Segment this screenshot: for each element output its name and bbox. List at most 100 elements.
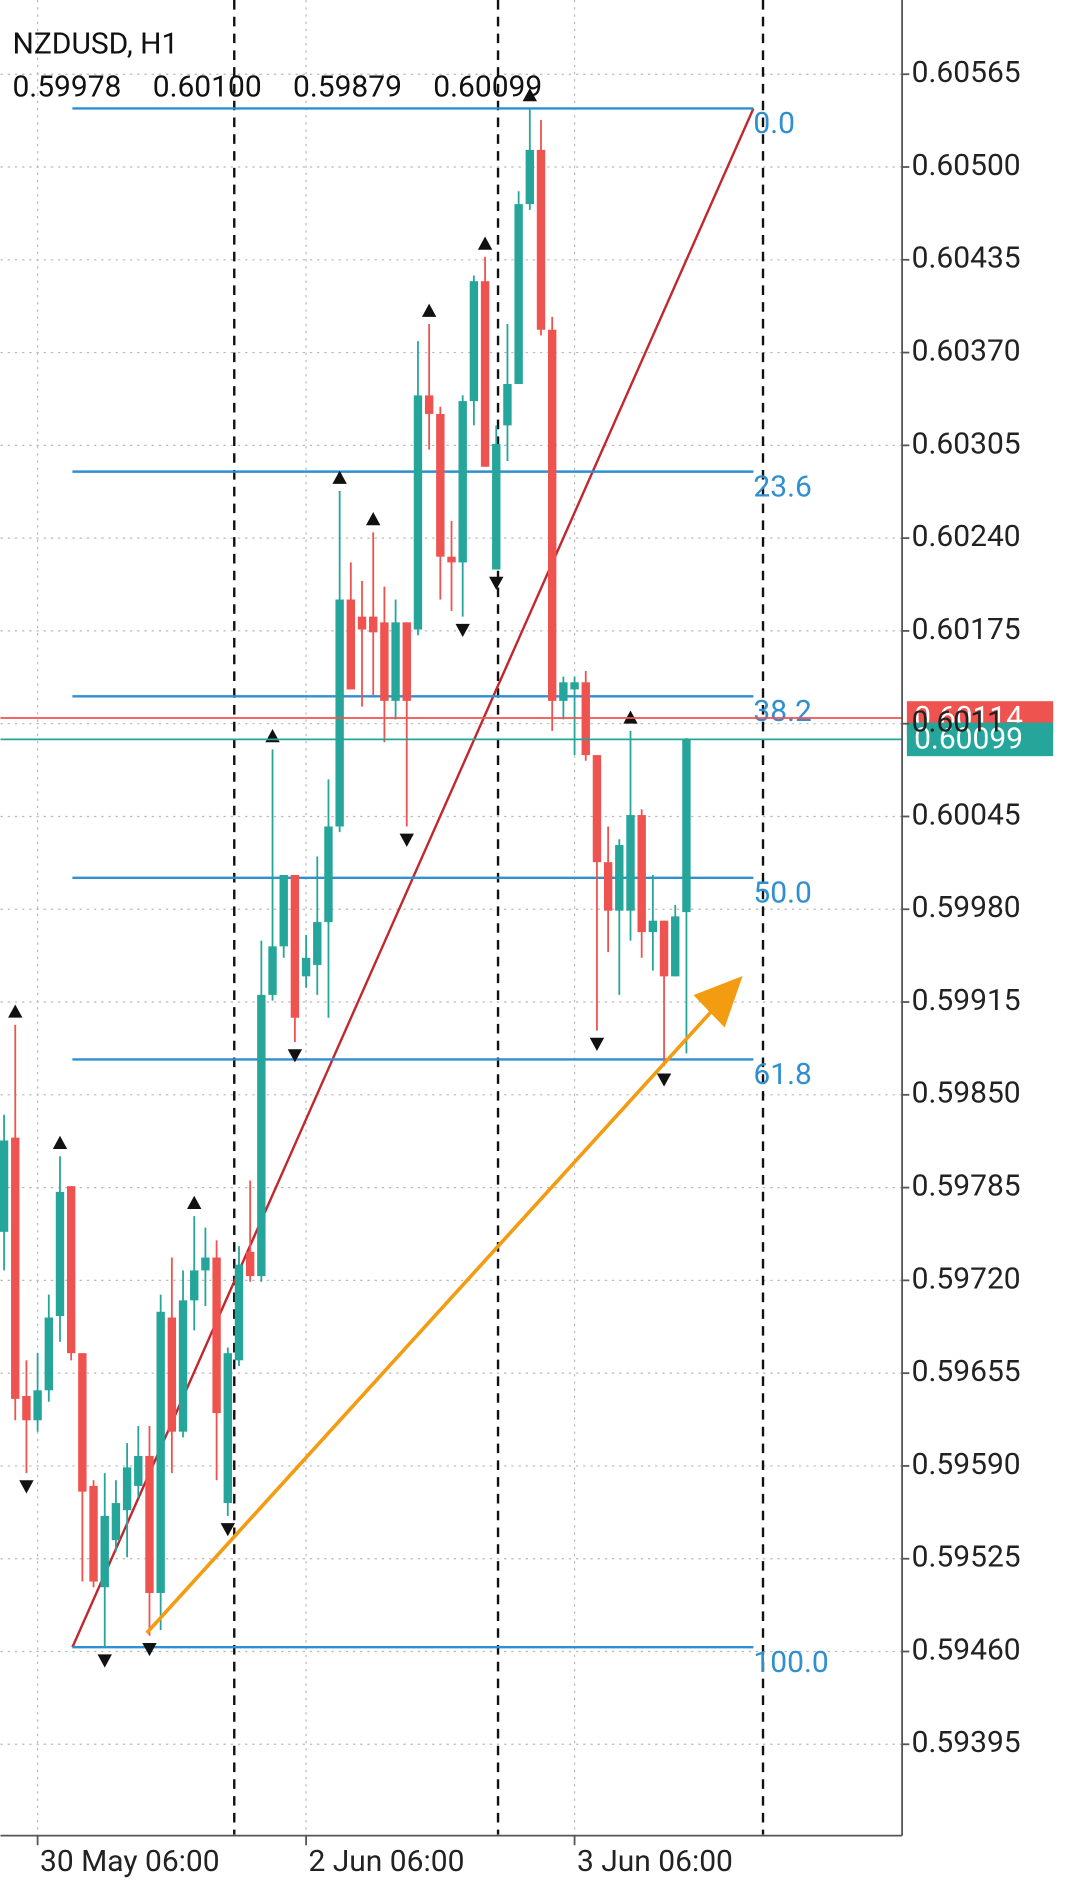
candle-body xyxy=(626,815,635,911)
candle-body xyxy=(603,862,613,911)
candle-body xyxy=(257,994,266,1277)
candle-body xyxy=(369,616,378,633)
trend-arrow xyxy=(145,1003,719,1635)
candle-body xyxy=(212,1257,221,1414)
y-tick-label: 0.59655 xyxy=(912,1354,1021,1389)
candle-body xyxy=(492,443,501,570)
candle-body xyxy=(413,395,423,630)
candle-body xyxy=(637,815,646,933)
fractal-down xyxy=(19,1480,34,1494)
candle-body xyxy=(313,922,322,965)
candle-body xyxy=(0,1140,9,1232)
candle-body xyxy=(89,1485,98,1582)
fractal-up xyxy=(8,1004,23,1018)
candle-body xyxy=(357,616,367,630)
candle-body xyxy=(391,622,400,701)
y-tick-label: 0.59850 xyxy=(912,1076,1021,1111)
candle-body xyxy=(346,599,356,690)
candle-body xyxy=(424,395,434,414)
candle-body xyxy=(134,1455,143,1486)
ohlc-value: 0.59978 xyxy=(12,70,121,105)
candle-body xyxy=(190,1270,199,1301)
y-tick-label: 0.59590 xyxy=(912,1447,1021,1482)
fractal-down xyxy=(220,1523,235,1537)
y-tick-label: 0.60370 xyxy=(912,333,1021,368)
candle-body xyxy=(469,281,479,402)
fib-level-label: 61.8 xyxy=(753,1057,811,1092)
candle-body xyxy=(559,682,568,701)
fib-level-label: 23.6 xyxy=(753,469,811,504)
candle-body xyxy=(66,1186,76,1354)
ohlc-value: 0.60099 xyxy=(433,70,542,105)
y-tick-label: 0.6011 xyxy=(912,705,1004,740)
candle-body xyxy=(380,622,389,701)
candle-body xyxy=(167,1317,177,1432)
fractal-up xyxy=(187,1195,202,1209)
candle-body xyxy=(447,556,456,563)
fractal-up xyxy=(477,236,493,250)
fib-level-label: 50.0 xyxy=(753,876,811,911)
candle-body xyxy=(514,204,523,384)
candle-body xyxy=(223,1353,232,1504)
candle-body xyxy=(671,916,680,977)
candle-body xyxy=(201,1257,210,1271)
fractal-up xyxy=(421,303,437,317)
symbol-title: NZDUSD, H1 xyxy=(12,26,178,61)
fractal-down xyxy=(489,576,504,590)
candle-body xyxy=(111,1503,121,1541)
candle-body xyxy=(44,1317,53,1391)
y-tick-label: 0.59980 xyxy=(912,890,1021,925)
fractal-down xyxy=(656,1073,672,1087)
y-tick-label: 0.59525 xyxy=(912,1540,1021,1575)
y-tick-label: 0.60565 xyxy=(912,55,1021,90)
fib-level-label: 0.0 xyxy=(753,106,795,141)
candle-body xyxy=(234,1264,244,1361)
fib-level-label: 100.0 xyxy=(753,1645,828,1680)
candle-body xyxy=(100,1515,109,1588)
candle-body xyxy=(178,1300,188,1432)
y-tick-label: 0.60175 xyxy=(912,612,1021,647)
candle-body xyxy=(615,845,624,911)
y-tick-label: 0.59785 xyxy=(912,1169,1021,1204)
candle-body xyxy=(156,1311,165,1593)
y-tick-label: 0.60500 xyxy=(912,148,1021,183)
candle-body xyxy=(436,413,445,557)
y-tick-label: 0.60240 xyxy=(912,519,1021,554)
ohlc-value: 0.60100 xyxy=(153,70,262,105)
ohlc-header: 0.59978 0.60100 0.59879 0.60099 xyxy=(12,70,542,105)
fractal-up xyxy=(522,88,538,102)
candle-body xyxy=(245,1251,255,1277)
candle-body xyxy=(480,281,490,467)
candle-body xyxy=(290,874,300,1018)
candle-body xyxy=(55,1191,65,1317)
fractal-up xyxy=(52,1135,68,1150)
candles xyxy=(0,88,691,1668)
candle-body xyxy=(682,739,691,913)
fractal-down xyxy=(97,1654,112,1668)
y-tick-label: 0.59460 xyxy=(912,1632,1021,1667)
fractal-down xyxy=(399,833,414,847)
candle-body xyxy=(324,826,333,923)
candle-body xyxy=(11,1137,20,1399)
x-tick-label: 2 Jun 06:00 xyxy=(308,1844,464,1879)
candle-body xyxy=(78,1353,87,1492)
candle-body xyxy=(145,1455,154,1593)
candle-body xyxy=(122,1467,132,1511)
candle-body xyxy=(648,920,658,933)
trend-arrow-head xyxy=(693,975,743,1028)
ohlc-value: 0.59879 xyxy=(293,70,402,105)
x-tick-label: 3 Jun 06:00 xyxy=(577,1844,733,1879)
candle-body xyxy=(268,946,277,995)
candle-body xyxy=(33,1390,42,1421)
y-tick-label: 0.60435 xyxy=(912,241,1021,276)
bid-tag-label: 0.60099 xyxy=(914,722,1023,757)
fractal-up xyxy=(332,470,347,484)
candle-body xyxy=(525,149,535,205)
candle-body xyxy=(547,329,557,701)
candle-body xyxy=(503,383,512,426)
candle-body xyxy=(335,599,344,827)
fib-level-label: 38.2 xyxy=(753,694,811,729)
